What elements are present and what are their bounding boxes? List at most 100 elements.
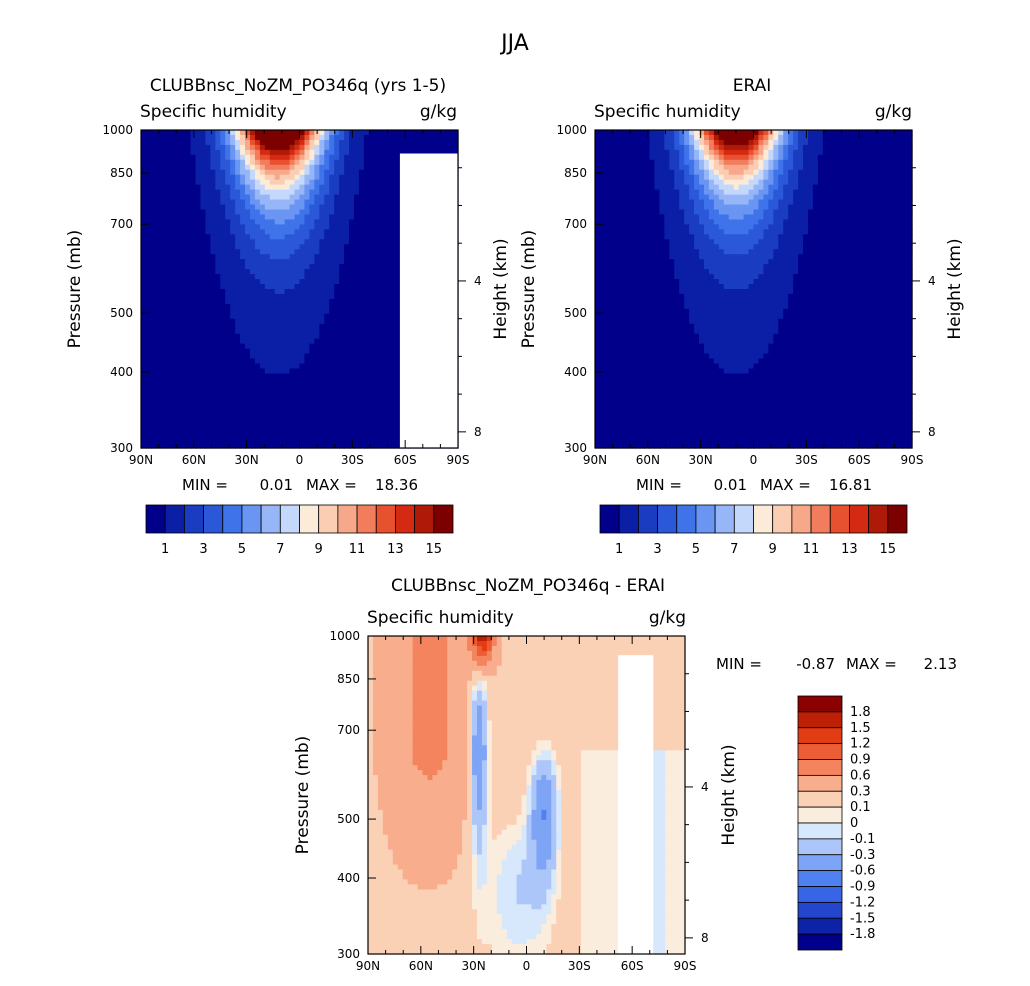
contour-cell: [230, 443, 236, 449]
contour-cell: [368, 289, 375, 295]
contour-cell: [195, 269, 202, 275]
contour-cell: [240, 214, 246, 221]
contour-cell: [175, 358, 182, 365]
contour-cell: [230, 289, 236, 295]
contour-cell: [259, 264, 266, 270]
contour-cell: [329, 249, 335, 255]
contour-cell: [245, 249, 251, 255]
contour-cell: [284, 229, 291, 235]
contour-cell: [383, 164, 390, 171]
contour-cell: [284, 383, 291, 389]
contour-cell: [160, 393, 167, 399]
contour-cell: [269, 308, 276, 315]
contour-cell: [798, 164, 804, 171]
contour-cell: [220, 199, 226, 206]
contour-cell: [165, 289, 172, 295]
contour-cell: [669, 154, 675, 161]
contour-cell: [150, 393, 157, 399]
contour-cell: [160, 373, 167, 380]
contour-cell: [748, 130, 755, 136]
contour-cell: [279, 368, 286, 375]
contour-cell: [353, 274, 360, 280]
contour-cell: [609, 149, 616, 156]
contour-cell: [141, 164, 147, 171]
contour-cell: [304, 254, 310, 260]
contour-cell: [624, 139, 631, 146]
contour-cell: [245, 174, 251, 181]
contour-cell: [314, 383, 320, 389]
contour-cell: [245, 293, 251, 300]
contour-cell: [363, 269, 370, 275]
contour-cell: [604, 169, 611, 176]
contour-cell: [753, 179, 760, 186]
contour-cell: [353, 264, 360, 270]
contour-cell: [215, 269, 221, 275]
contour-cell: [284, 204, 291, 211]
contour-cell: [373, 323, 380, 330]
contour-cell: [383, 229, 390, 235]
contour-cell: [349, 209, 355, 216]
contour-cell: [240, 229, 246, 235]
contour-cell: [155, 134, 162, 141]
contour-cell: [269, 159, 276, 166]
contour-cell: [812, 139, 819, 146]
contour-cell: [145, 353, 152, 360]
contour-cell: [349, 229, 355, 235]
contour-cell: [141, 214, 147, 221]
contour-cell: [235, 219, 241, 226]
contour-cell: [150, 279, 157, 285]
contour-cell: [783, 144, 789, 151]
contour-cell: [220, 428, 226, 434]
contour-cell: [304, 363, 310, 370]
contour-cell: [145, 418, 152, 424]
contour-cell: [314, 428, 320, 434]
contour-cell: [259, 234, 266, 240]
contour-cell: [145, 363, 152, 370]
contour-cell: [363, 130, 370, 136]
contour-cell: [388, 224, 395, 230]
contour-cell: [639, 174, 646, 181]
contour-cell: [334, 144, 340, 151]
contour-cell: [304, 413, 310, 419]
panel-model-title: CLUBBnsc_NoZM_PO346q (yrs 1-5): [150, 76, 446, 96]
contour-cell: [309, 388, 315, 394]
contour-cell: [793, 139, 799, 146]
contour-cell: [349, 418, 355, 424]
contour-cell: [141, 343, 147, 350]
contour-cell: [264, 323, 271, 330]
contour-cell: [748, 179, 755, 186]
contour-cell: [383, 323, 390, 330]
contour-cell: [743, 169, 750, 176]
contour-cell: [165, 139, 172, 146]
contour-cell: [309, 398, 315, 404]
contour-cell: [210, 154, 216, 161]
contour-cell: [319, 159, 325, 166]
contour-cell: [694, 149, 700, 156]
contour-cell: [349, 308, 355, 315]
contour-cell: [205, 224, 211, 230]
contour-cell: [619, 154, 626, 161]
contour-cell: [165, 254, 172, 260]
contour-cell: [245, 159, 251, 166]
contour-cell: [349, 393, 355, 399]
contour-cell: [388, 363, 395, 370]
contour-cell: [145, 378, 152, 385]
contour-cell: [180, 333, 187, 340]
contour-cell: [659, 134, 665, 141]
contour-cell: [339, 164, 345, 171]
contour-cell: [210, 149, 216, 156]
contour-cell: [329, 318, 335, 325]
contour-cell: [388, 318, 395, 325]
contour-cell: [363, 264, 370, 270]
contour-cell: [185, 363, 192, 370]
contour-cell: [383, 154, 390, 161]
contour-cell: [279, 154, 286, 161]
contour-cell: [279, 130, 286, 136]
contour-cell: [373, 164, 380, 171]
contour-cell: [170, 363, 177, 370]
contour-cell: [798, 184, 804, 191]
contour-cell: [180, 423, 187, 429]
contour-cell: [294, 388, 301, 394]
contour-cell: [378, 259, 385, 265]
contour-cell: [619, 130, 626, 136]
